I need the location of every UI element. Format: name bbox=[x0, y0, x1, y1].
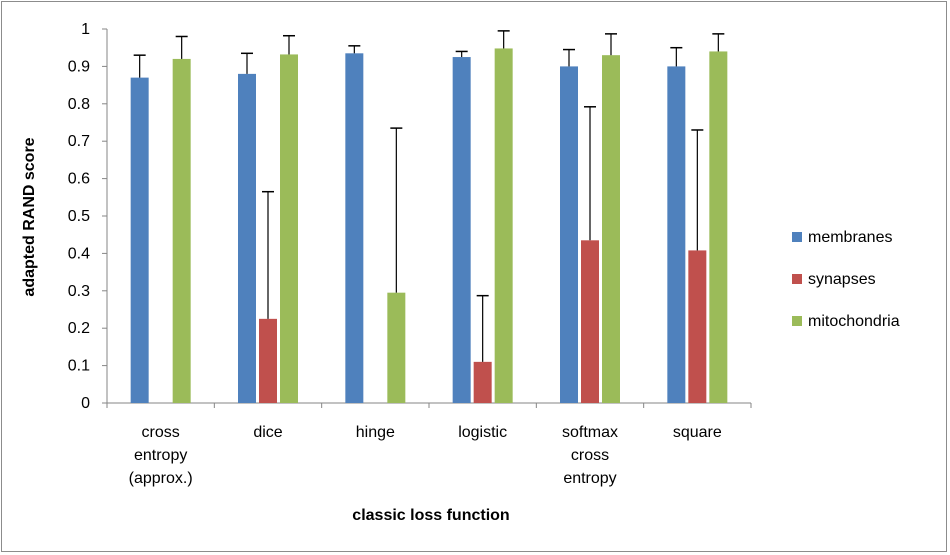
bar-membranes bbox=[345, 53, 364, 404]
y-tick-label: 0.2 bbox=[68, 320, 90, 337]
bar-synapses bbox=[259, 318, 277, 403]
y-tick-label: 0.5 bbox=[68, 208, 90, 225]
legend-swatch-mitochondria bbox=[792, 316, 802, 326]
y-tick-label: 0.1 bbox=[68, 358, 90, 375]
x-tick-label: logistic bbox=[458, 424, 507, 441]
y-tick-label: 0.4 bbox=[68, 245, 90, 262]
y-tick-label: 0.8 bbox=[68, 96, 90, 113]
y-tick-label: 1 bbox=[81, 21, 90, 38]
bar-mitochondria bbox=[387, 292, 406, 403]
bar-membranes bbox=[130, 77, 149, 404]
x-tick-label: cross entropy (approx.) bbox=[129, 424, 193, 487]
y-axis: 0 0.1 0.2 0.3 0.4 0.5 0.6 0.7 0.8 0.9 1 bbox=[68, 21, 108, 412]
error-bars bbox=[133, 30, 725, 362]
legend-label-mitochondria: mitochondria bbox=[808, 313, 900, 330]
bar-membranes bbox=[452, 57, 471, 404]
bar-membranes bbox=[560, 66, 578, 404]
x-axis-title: classic loss function bbox=[352, 507, 509, 524]
bar-synapses bbox=[581, 240, 599, 403]
bar-mitochondria bbox=[494, 48, 513, 404]
y-tick-label: 0.9 bbox=[68, 58, 90, 75]
y-tick-label: 0.7 bbox=[68, 133, 90, 150]
bar-membranes bbox=[667, 66, 686, 404]
bar-mitochondria bbox=[602, 55, 620, 404]
bar-synapses bbox=[473, 361, 492, 403]
legend-swatch-membranes bbox=[792, 232, 802, 242]
bar-mitochondria bbox=[709, 51, 728, 403]
bar-synapses bbox=[688, 250, 707, 403]
x-tick-label: hinge bbox=[356, 424, 395, 441]
y-axis-title: adapted RAND score bbox=[21, 137, 38, 296]
x-tick-label: square bbox=[673, 424, 722, 441]
y-tick-label: 0.6 bbox=[68, 171, 90, 188]
legend-swatch-synapses bbox=[792, 274, 802, 284]
y-tick-label: 0 bbox=[81, 395, 90, 412]
bars bbox=[130, 48, 728, 404]
legend-label-synapses: synapses bbox=[808, 271, 876, 288]
bar-mitochondria bbox=[280, 54, 298, 403]
x-tick-label: softmax cross entropy bbox=[562, 424, 618, 487]
legend: membranes synapses mitochondria bbox=[792, 229, 900, 330]
x-axis: cross entropy (approx.) dice hinge logistic so… bbox=[106, 402, 752, 487]
legend-label-membranes: membranes bbox=[808, 229, 892, 246]
y-tick-label: 0.3 bbox=[68, 283, 90, 300]
x-tick-label: dice bbox=[253, 424, 282, 441]
bar-mitochondria bbox=[172, 58, 191, 404]
bar-membranes bbox=[238, 73, 256, 403]
